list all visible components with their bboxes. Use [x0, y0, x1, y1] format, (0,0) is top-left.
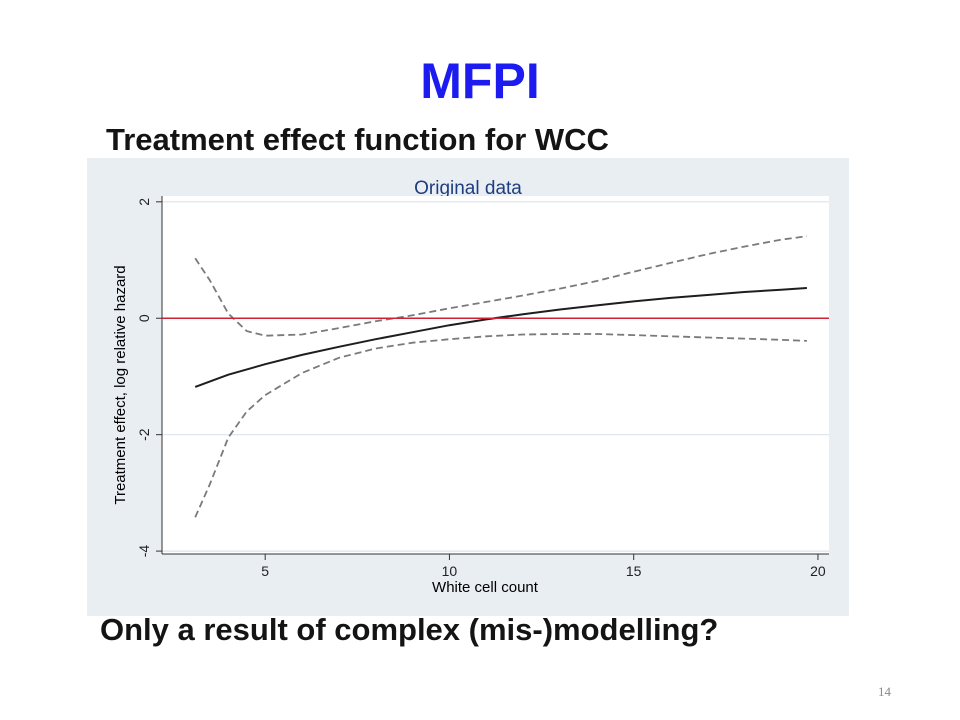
treatment-effect-chart: Original data 20-2-45 10 15 20 White cell c…	[112, 178, 829, 596]
chart-title: Original data	[414, 178, 522, 199]
x-tick-label: 10	[442, 563, 458, 579]
x-axis-label: White cell count	[432, 579, 539, 596]
series-lines	[162, 235, 829, 518]
slide-title: MFPI	[420, 53, 540, 109]
y-tick-label: -4	[136, 545, 152, 558]
confidence-band-line-2	[194, 333, 807, 518]
y-axis-label: Treatment effect, log relative hazard	[112, 265, 129, 504]
x-tick-label: 5	[261, 563, 269, 579]
page-number: 14	[878, 684, 891, 699]
plot-area	[162, 196, 829, 554]
axes: 20-2-45 10 15 20	[136, 196, 829, 579]
x-tick-label: 15	[626, 563, 642, 579]
y-tick-label: 2	[136, 198, 152, 206]
x-tick-label: 20	[810, 563, 826, 579]
chart-subtitle: Treatment effect function for WCC	[106, 122, 609, 157]
chart-panel: Original data 2 0 -2 -4 5 10 15 20 White cell c…	[87, 158, 849, 616]
bottom-question: Only a result of complex (mis-)modelling…	[100, 612, 719, 647]
treatment-effect-line	[194, 287, 807, 388]
y-tick-label: 0	[136, 314, 152, 322]
y-tick-label: -2	[136, 428, 152, 441]
confidence-band-line-1	[194, 235, 808, 337]
